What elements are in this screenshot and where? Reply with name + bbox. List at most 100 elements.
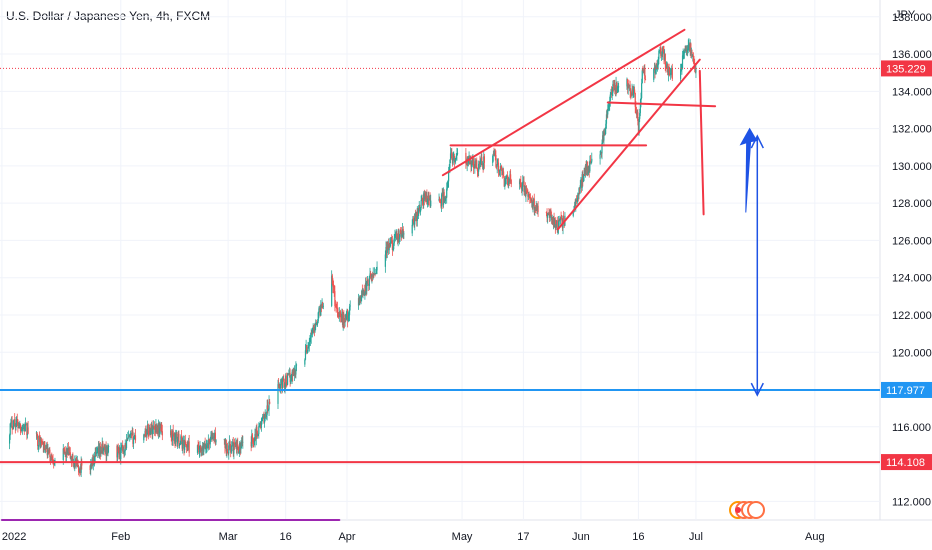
up-arrow-icon[interactable] xyxy=(739,127,758,213)
candle-body xyxy=(241,441,243,443)
candle-body xyxy=(559,217,562,221)
candle-body xyxy=(90,464,92,468)
channel-upper-line[interactable] xyxy=(441,28,686,177)
candle-body xyxy=(143,434,145,441)
price-tag xyxy=(881,454,932,471)
candle-body xyxy=(180,436,183,438)
candle-body xyxy=(499,166,501,171)
candle-body xyxy=(102,448,105,451)
candle-body xyxy=(476,167,478,171)
candle-body xyxy=(51,455,53,457)
candle-body xyxy=(474,161,476,169)
candle-body xyxy=(172,430,174,435)
candle-body xyxy=(680,68,682,79)
candle-body xyxy=(40,439,43,442)
candle-body xyxy=(304,350,307,360)
candle-body xyxy=(225,439,227,452)
x-tick-label: Jun xyxy=(572,531,590,543)
drop-projection-line[interactable] xyxy=(698,69,705,216)
candle-body xyxy=(502,171,505,177)
candle-body xyxy=(391,240,393,251)
candle-body xyxy=(658,50,661,52)
candle-body xyxy=(64,451,66,454)
resistance-line-2[interactable] xyxy=(606,101,717,108)
candle-body xyxy=(201,450,203,451)
candle-body xyxy=(422,200,424,204)
candle-body xyxy=(25,423,27,425)
candle-body xyxy=(374,273,376,275)
candle-body xyxy=(17,427,20,429)
candle-body xyxy=(507,180,509,186)
candle-body xyxy=(614,88,617,93)
candle-body xyxy=(527,192,529,197)
candle-body xyxy=(603,132,606,136)
candle-body xyxy=(630,91,632,95)
candle-body xyxy=(227,453,229,454)
candle-body xyxy=(660,54,663,56)
candle-body xyxy=(44,448,46,450)
candle-body xyxy=(42,444,45,453)
candle-body xyxy=(68,452,70,455)
candle-body xyxy=(632,92,634,96)
candle-body xyxy=(42,442,44,445)
candle-body xyxy=(440,194,443,207)
candle-body xyxy=(91,459,93,468)
candle-body xyxy=(75,458,77,463)
candle-body xyxy=(599,154,601,159)
candle-body xyxy=(366,279,369,282)
candle-body xyxy=(19,423,22,431)
candle-body xyxy=(265,415,267,417)
candle-body xyxy=(529,194,531,198)
candle-body xyxy=(266,405,268,415)
candle-body xyxy=(127,437,129,440)
candle-body xyxy=(306,345,308,354)
candle-body xyxy=(309,341,311,343)
candle-body xyxy=(310,332,312,338)
candle-body xyxy=(103,446,105,449)
candle-body xyxy=(95,452,98,454)
candle-body xyxy=(633,89,636,94)
candle-body xyxy=(200,446,202,448)
candle-body xyxy=(505,178,507,180)
candle-body xyxy=(181,436,183,449)
candle-body xyxy=(371,274,373,278)
candle-body xyxy=(125,443,127,449)
candle-body xyxy=(387,243,390,251)
current-price-label: 135.229 xyxy=(886,63,926,75)
time-axis[interactable]: 2022 Feb Mar 16 Apr May 17 Jun 16 Jul Aug xyxy=(2,531,825,543)
candle-body xyxy=(447,181,449,187)
candle-body xyxy=(398,237,401,240)
candle-body xyxy=(170,430,172,436)
candle-body xyxy=(74,460,76,467)
candle-body xyxy=(359,297,362,302)
candle-body xyxy=(143,434,146,436)
candle-body xyxy=(394,233,397,235)
candle-body xyxy=(320,306,323,308)
candle-body xyxy=(687,45,689,49)
candle-body xyxy=(228,441,231,446)
candle-body xyxy=(251,434,254,438)
candle-body xyxy=(370,275,372,278)
candle-body xyxy=(401,234,403,237)
candle-body xyxy=(639,113,641,119)
candle-body xyxy=(177,439,179,444)
candle-body xyxy=(508,181,510,182)
candle-body xyxy=(284,384,286,388)
candle-body xyxy=(501,168,503,171)
candle-body xyxy=(106,450,108,456)
candle-body xyxy=(228,445,230,454)
event-markers-icon[interactable] xyxy=(729,501,765,519)
candle-body xyxy=(171,430,174,441)
candle-body xyxy=(157,422,160,434)
candle-body xyxy=(37,445,39,447)
price-axis[interactable]: 112.000114.000116.000118.000120.000122.0… xyxy=(892,9,932,508)
candle-body xyxy=(37,436,39,446)
candle-body xyxy=(152,429,154,434)
candle-body xyxy=(282,377,284,380)
candle-body xyxy=(148,427,151,434)
candle-body xyxy=(588,165,590,172)
candle-body xyxy=(177,433,179,440)
candle-body xyxy=(660,46,662,56)
annotations-layer xyxy=(0,28,880,521)
